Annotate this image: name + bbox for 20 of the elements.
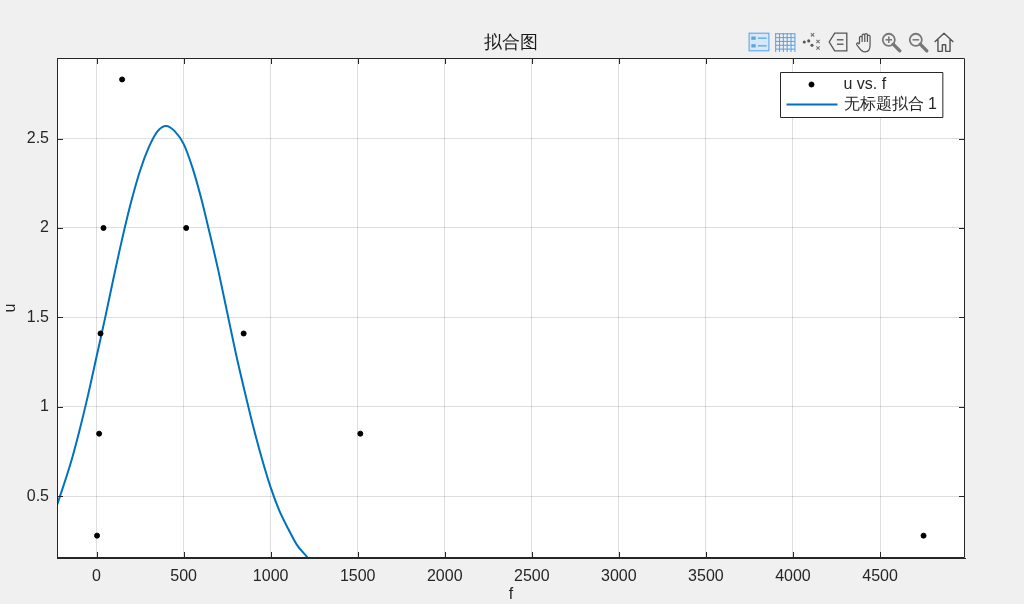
- legend-label: 无标题拟合 1: [843, 94, 937, 112]
- y-axis-title: u: [1, 303, 19, 313]
- x-tick-label: 0: [92, 567, 102, 585]
- y-tick-label: 0.5: [26, 486, 50, 504]
- y-tick-label: 1.5: [26, 307, 50, 325]
- x-axis-title: f: [508, 584, 514, 602]
- x-tick-label: 4000: [775, 567, 811, 585]
- x-tick-label: 1500: [339, 567, 376, 585]
- x-tick-label: 4500: [862, 567, 898, 585]
- x-tick-label: 3000: [601, 567, 637, 585]
- y-tick-label: 2.5: [26, 128, 50, 146]
- x-tick-label: 2500: [514, 567, 550, 585]
- legend-label: u vs. f: [843, 74, 887, 92]
- x-tick-label: 3500: [688, 567, 724, 585]
- x-tick-label: 1000: [252, 567, 289, 585]
- y-tick-label: 1: [40, 397, 50, 415]
- x-tick-label: 500: [170, 567, 198, 585]
- chart-title: 拟合图: [484, 31, 538, 52]
- y-tick-label: 2: [40, 218, 50, 236]
- x-tick-label: 2000: [426, 567, 463, 585]
